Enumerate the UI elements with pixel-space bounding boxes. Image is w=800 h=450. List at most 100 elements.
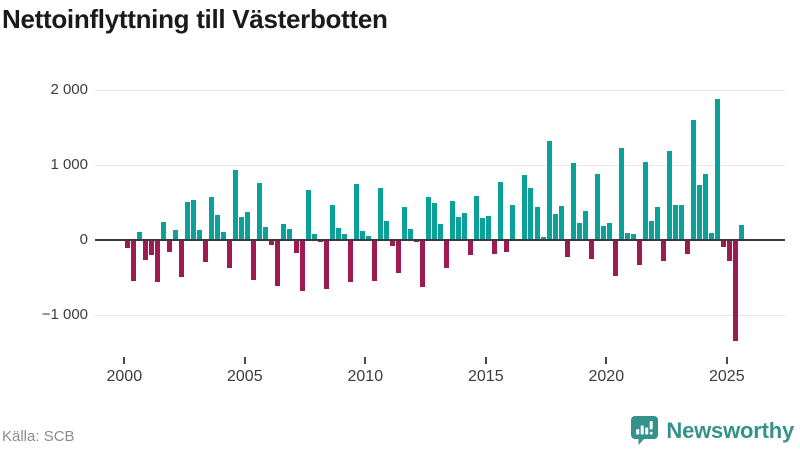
bar bbox=[709, 232, 715, 240]
bar bbox=[197, 230, 203, 240]
bar-chart-speech-bubble-icon bbox=[630, 415, 659, 447]
bar bbox=[426, 196, 432, 240]
bar bbox=[275, 240, 281, 287]
bar bbox=[359, 231, 365, 240]
bar bbox=[251, 240, 257, 281]
x-axis-label: 2010 bbox=[347, 368, 384, 385]
bar bbox=[733, 240, 739, 341]
bar bbox=[432, 203, 438, 240]
bar bbox=[739, 225, 745, 240]
bar bbox=[721, 240, 727, 247]
bar bbox=[498, 182, 504, 240]
bar bbox=[612, 240, 618, 276]
x-axis-tick bbox=[484, 357, 487, 364]
bar bbox=[546, 141, 552, 240]
bar bbox=[504, 240, 510, 252]
x-axis-tick bbox=[123, 357, 126, 364]
bar bbox=[160, 221, 166, 240]
y-axis-label: 0 bbox=[79, 231, 88, 248]
x-axis-tick bbox=[725, 357, 728, 364]
bar bbox=[715, 98, 721, 240]
x-axis-tick bbox=[605, 357, 608, 364]
y-axis-label: 2 000 bbox=[50, 81, 88, 99]
bar bbox=[528, 188, 534, 240]
bar bbox=[311, 234, 317, 240]
bar bbox=[227, 240, 233, 269]
bar bbox=[606, 222, 612, 240]
bar bbox=[191, 200, 197, 240]
gridline--1000 bbox=[95, 314, 785, 316]
bar bbox=[148, 240, 154, 255]
x-axis-tick bbox=[243, 357, 246, 364]
newsworthy-logo: Newsworthy bbox=[630, 414, 794, 448]
bar bbox=[341, 233, 347, 240]
bar bbox=[257, 183, 263, 240]
bar bbox=[420, 240, 426, 288]
bar bbox=[209, 197, 215, 240]
x-axis-label: 2000 bbox=[106, 368, 143, 385]
bar bbox=[365, 236, 371, 240]
bar bbox=[594, 173, 600, 240]
bar bbox=[570, 163, 576, 240]
bar bbox=[456, 217, 462, 240]
bar bbox=[540, 237, 546, 240]
bar bbox=[173, 230, 178, 240]
bar bbox=[401, 206, 407, 240]
bar bbox=[667, 150, 673, 240]
bar bbox=[221, 231, 227, 240]
bar bbox=[480, 218, 486, 240]
bar bbox=[130, 240, 136, 282]
y-axis-label: 1 000 bbox=[50, 156, 88, 174]
bar bbox=[673, 204, 679, 240]
bar bbox=[618, 148, 624, 240]
y-axis-label: −1 000 bbox=[41, 305, 88, 323]
bar bbox=[154, 240, 160, 283]
bar bbox=[486, 215, 492, 240]
bar bbox=[305, 190, 311, 240]
bar bbox=[353, 183, 359, 240]
bar bbox=[691, 119, 697, 240]
bar bbox=[233, 170, 239, 240]
bar bbox=[661, 240, 667, 262]
bar bbox=[679, 205, 685, 240]
bar bbox=[166, 240, 172, 252]
bar bbox=[371, 240, 377, 281]
bar bbox=[450, 201, 456, 240]
bar bbox=[444, 240, 450, 269]
bar bbox=[564, 240, 570, 257]
x-axis-label: 2020 bbox=[588, 368, 625, 385]
bar bbox=[648, 220, 654, 240]
bar bbox=[293, 240, 299, 254]
gridline-1000 bbox=[95, 165, 785, 167]
bar bbox=[576, 222, 582, 240]
gridline-2000 bbox=[95, 90, 785, 92]
bar bbox=[588, 240, 594, 260]
chart-title: Nettoinflyttning till Västerbotten bbox=[2, 4, 388, 34]
bar bbox=[269, 240, 275, 245]
bar bbox=[534, 207, 540, 240]
bar bbox=[492, 240, 498, 255]
bar bbox=[636, 240, 642, 266]
bar bbox=[697, 185, 703, 240]
bar bbox=[727, 240, 733, 262]
bar bbox=[299, 240, 305, 291]
bar bbox=[474, 195, 480, 240]
bar bbox=[510, 204, 516, 240]
x-axis-tick bbox=[364, 357, 367, 364]
x-axis-label: 2025 bbox=[709, 368, 745, 385]
bar bbox=[703, 173, 709, 240]
bar bbox=[655, 206, 660, 240]
zero-axis-line bbox=[95, 239, 785, 241]
bar bbox=[142, 240, 148, 260]
bar bbox=[329, 205, 335, 240]
bar bbox=[642, 161, 648, 240]
bar bbox=[323, 240, 329, 289]
bar bbox=[438, 223, 444, 240]
bar bbox=[335, 228, 341, 240]
bar bbox=[239, 216, 245, 240]
bar bbox=[630, 233, 636, 240]
source-label: Källa: SCB bbox=[2, 428, 75, 445]
bar bbox=[281, 223, 287, 240]
bar bbox=[582, 210, 588, 240]
